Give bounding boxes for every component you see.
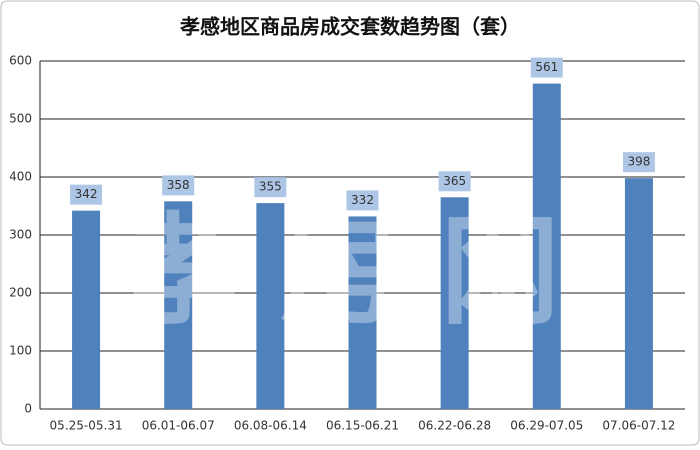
value-label: 358	[167, 178, 190, 192]
value-label: 332	[351, 193, 374, 207]
x-tick-label: 06.15-06.21	[326, 419, 399, 433]
y-tick-label: 400	[9, 170, 32, 184]
y-tick-label: 600	[9, 54, 32, 68]
y-tick-label: 200	[9, 286, 32, 300]
value-label: 342	[75, 187, 98, 201]
bar	[532, 83, 561, 410]
bar	[624, 178, 653, 409]
bar	[256, 203, 285, 409]
bar	[348, 216, 377, 409]
value-label-box	[254, 177, 287, 198]
x-tick-label: 06.29-07.05	[510, 419, 583, 433]
value-label: 398	[627, 155, 650, 169]
value-label: 561	[535, 60, 558, 74]
x-tick-label: 07.06-07.12	[602, 419, 675, 433]
value-label: 355	[259, 180, 282, 194]
bar	[164, 201, 193, 409]
y-tick-label: 500	[9, 112, 32, 126]
x-tick-label: 06.08-06.14	[234, 419, 307, 433]
value-label-box	[70, 184, 103, 205]
x-tick-label: 06.01-06.07	[142, 419, 215, 433]
value-label-box	[346, 190, 379, 211]
x-tick-label: 05.25-05.31	[50, 419, 123, 433]
x-tick-label: 06.22-06.28	[418, 419, 491, 433]
y-tick-label: 300	[9, 228, 32, 242]
value-label-box	[438, 171, 471, 192]
bar	[72, 210, 101, 409]
y-tick-label: 0	[24, 402, 32, 416]
value-label-box	[162, 175, 195, 196]
bar	[440, 197, 469, 409]
chart-title: 孝感地区商品房成交套数趋势图（套）	[179, 15, 520, 39]
value-label-box	[622, 152, 655, 173]
value-label: 365	[443, 174, 466, 188]
y-tick-label: 100	[9, 344, 32, 358]
value-label-box	[530, 57, 563, 78]
watermark: 孝房网	[120, 203, 600, 342]
